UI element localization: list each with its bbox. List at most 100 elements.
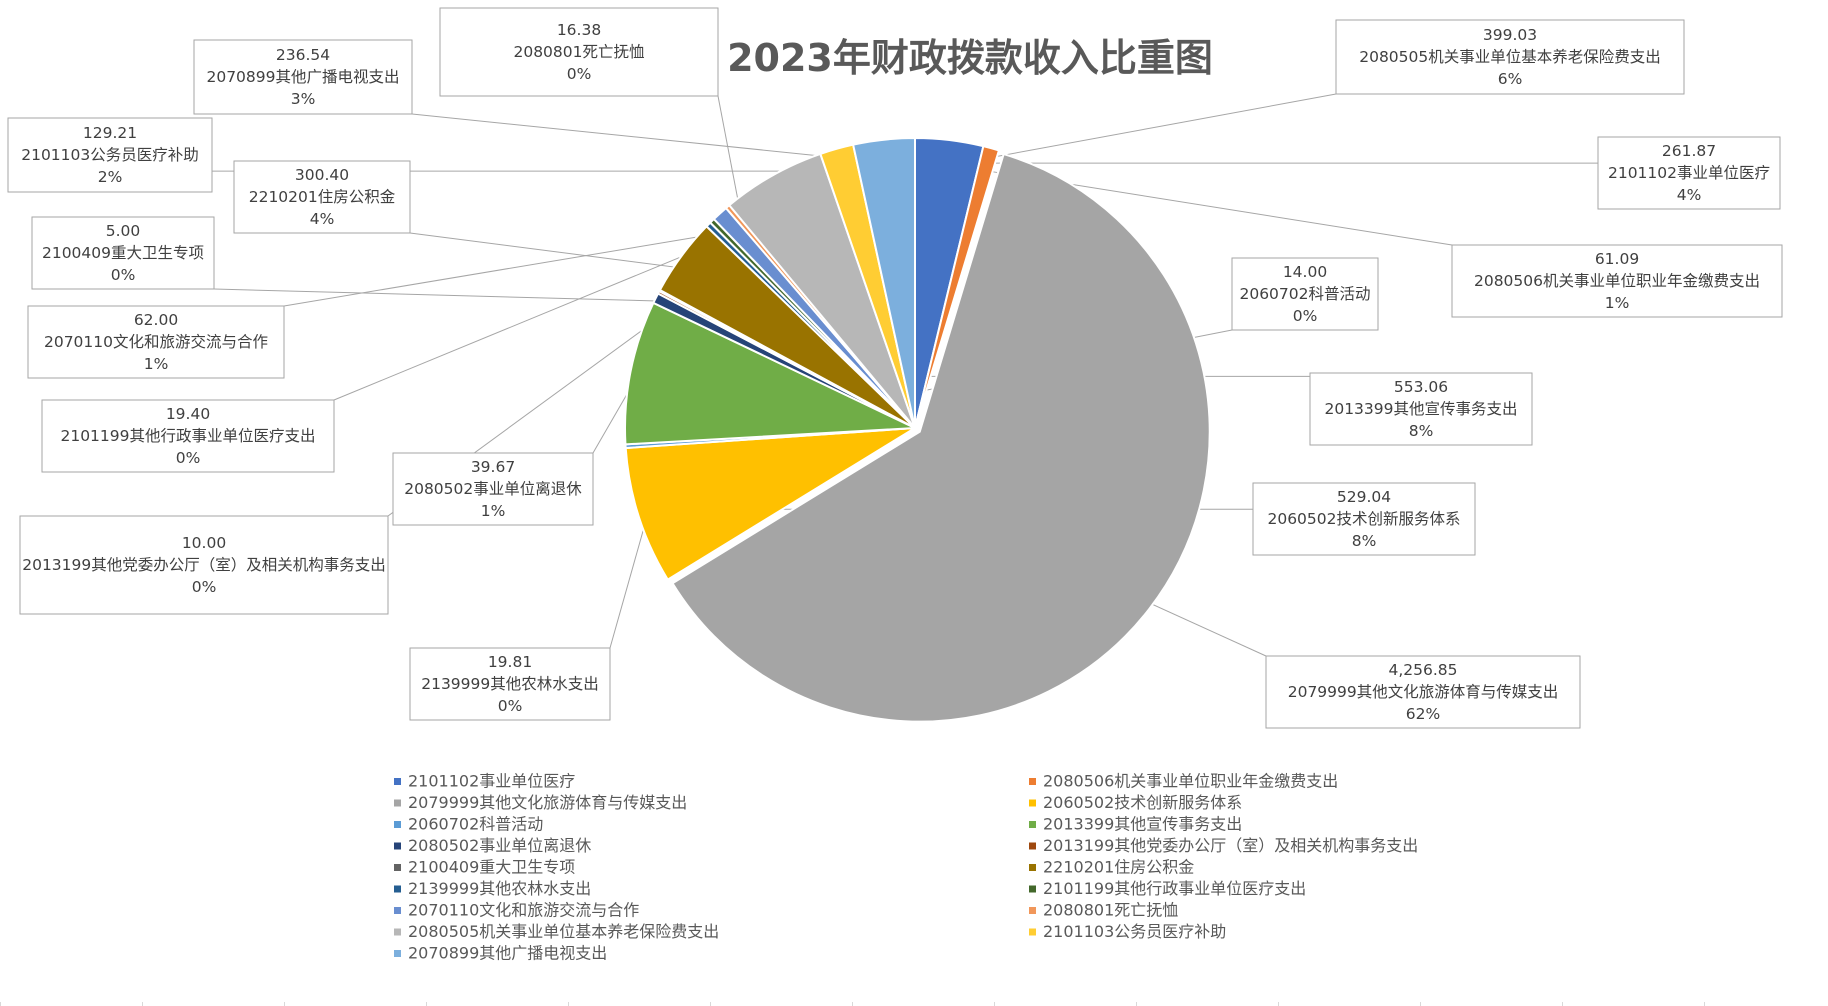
legend-swatch <box>394 928 401 936</box>
data-label-box <box>1252 482 1476 556</box>
data-label-percent: 0% <box>567 65 592 83</box>
data-label-value: 62.00 <box>134 311 178 329</box>
legend-swatch <box>394 950 401 957</box>
legend-swatch <box>394 864 401 871</box>
data-label-box <box>1451 244 1783 318</box>
data-label-name: 2080502事业单位离退休 <box>404 480 582 498</box>
data-label-value: 300.40 <box>295 166 349 184</box>
data-label-name: 2080801死亡抚恤 <box>513 43 644 61</box>
data-label-percent: 0% <box>1293 307 1318 325</box>
legend-swatch <box>394 907 401 914</box>
data-label-percent: 1% <box>481 502 506 520</box>
legend-swatch <box>1029 821 1036 828</box>
legend-swatch <box>1029 885 1036 893</box>
legend-swatch <box>394 885 401 893</box>
legend-swatch <box>394 842 401 850</box>
leader-line <box>411 113 887 164</box>
legend-label: 2079999其他文化旅游体育与传媒支出 <box>408 793 687 812</box>
leader-line <box>213 288 681 303</box>
data-label-name: 2060702科普活动 <box>1239 285 1370 303</box>
data-label-box <box>1335 19 1685 95</box>
data-label-percent: 0% <box>176 449 201 467</box>
data-label-box <box>233 160 411 234</box>
pie-slice <box>914 144 1001 429</box>
data-label-name: 2080505机关事业单位基本养老保险费支出 <box>1359 48 1661 66</box>
leader-line <box>333 236 729 401</box>
legend-label: 2080506机关事业单位职业年金缴费支出 <box>1043 772 1338 791</box>
data-label-box <box>392 452 594 526</box>
data-label-percent: 1% <box>1605 294 1630 312</box>
legend-label: 2013399其他宣传事务支出 <box>1043 815 1242 834</box>
data-label-value: 14.00 <box>1283 263 1327 281</box>
data-label-name: 2080506机关事业单位职业年金缴费支出 <box>1474 272 1760 290</box>
data-label-box <box>27 305 285 379</box>
data-label-box <box>439 7 719 97</box>
legend-swatch <box>1029 778 1036 785</box>
legend-swatch <box>1029 907 1036 914</box>
data-label-percent: 4% <box>1677 186 1702 204</box>
legend-label: 2070899其他广播电视支出 <box>408 944 607 963</box>
data-label-percent: 3% <box>291 90 316 108</box>
data-label-name: 2013399其他宣传事务支出 <box>1324 400 1517 418</box>
data-label-percent: 8% <box>1409 422 1434 440</box>
data-label-percent: 0% <box>111 266 136 284</box>
legend-label: 2080505机关事业单位基本养老保险费支出 <box>408 922 719 941</box>
legend-label: 2060502技术创新服务体系 <box>1043 793 1242 812</box>
pie-slices <box>624 136 1211 723</box>
data-label-box <box>31 216 215 290</box>
data-label-value: 19.81 <box>488 653 532 671</box>
data-label-value: 399.03 <box>1483 26 1537 44</box>
data-label-name: 2079999其他文化旅游体育与传媒支出 <box>1288 683 1559 701</box>
data-label-box <box>1265 655 1581 729</box>
data-label-name: 2101102事业单位医疗 <box>1608 164 1770 182</box>
legend: 2101102事业单位医疗 2080506机关事业单位职业年金缴费支出 207999… <box>394 772 1418 963</box>
data-label-value: 553.06 <box>1394 378 1448 396</box>
data-label-percent: 1% <box>144 355 169 373</box>
data-label-name: 2070110文化和旅游交流与合作 <box>44 333 268 351</box>
data-label-name: 2139999其他农林水支出 <box>421 675 599 693</box>
data-label-percent: 4% <box>310 210 335 228</box>
legend-swatch <box>394 799 401 807</box>
data-label-percent: 8% <box>1352 532 1377 550</box>
pie-slice <box>624 427 916 581</box>
legend-label: 2101103公务员医疗补助 <box>1043 922 1226 941</box>
data-label-value: 39.67 <box>471 458 515 476</box>
data-label-name: 2101103公务员医疗补助 <box>21 146 199 164</box>
data-label-percent: 0% <box>192 578 217 596</box>
data-label-box <box>7 117 213 193</box>
data-label-name: 2013199其他党委办公厅（室）及相关机构事务支出 <box>22 556 386 574</box>
legend-swatch <box>1029 799 1036 807</box>
legend-label: 2070110文化和旅游交流与合作 <box>408 901 639 920</box>
legend-label: 2100409重大卫生专项 <box>408 858 575 877</box>
data-label-value: 61.09 <box>1595 250 1639 268</box>
legend-label: 2080801死亡抚恤 <box>1043 901 1178 920</box>
data-label-percent: 62% <box>1406 705 1440 723</box>
data-labels: 261.87 2101102事业单位医疗 4% 61.09 2080506机关事业单位职… <box>7 7 1783 729</box>
data-label-box <box>41 399 335 473</box>
data-label-percent: 0% <box>498 697 523 715</box>
leader-line <box>283 230 736 307</box>
legend-swatch <box>394 821 401 828</box>
data-label-value: 4,256.85 <box>1388 661 1457 679</box>
data-label-box <box>409 647 611 721</box>
data-label-value: 236.54 <box>276 46 330 64</box>
data-label-name: 2060502技术创新服务体系 <box>1267 510 1460 528</box>
chart-title: 2023年财政拨款收入比重图 <box>727 36 1213 80</box>
legend-label: 2060702科普活动 <box>408 815 543 834</box>
data-label-name: 2100409重大卫生专项 <box>42 244 204 262</box>
data-label-box <box>193 39 413 115</box>
pie-slice <box>671 152 1211 723</box>
data-label-value: 529.04 <box>1337 488 1391 506</box>
data-label-value: 129.21 <box>83 124 137 142</box>
sheet-grid-strip <box>0 1002 1828 1006</box>
data-label-value: 5.00 <box>106 222 141 240</box>
leader-line <box>409 232 700 271</box>
data-label-name: 2210201住房公积金 <box>249 188 396 206</box>
legend-label: 2101199其他行政事业单位医疗支出 <box>1043 879 1306 898</box>
legend-label: 2013199其他党委办公厅（室）及相关机构事务支出 <box>1043 836 1418 855</box>
data-label-box <box>1309 372 1533 446</box>
pie-slice <box>624 301 916 446</box>
legend-label: 2210201住房公积金 <box>1043 858 1194 877</box>
